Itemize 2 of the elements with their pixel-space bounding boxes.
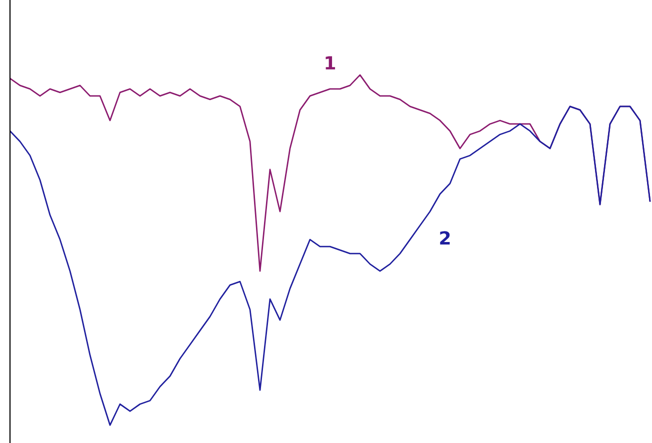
series-label: 2: [440, 231, 450, 245]
series-label: 1: [326, 56, 336, 70]
